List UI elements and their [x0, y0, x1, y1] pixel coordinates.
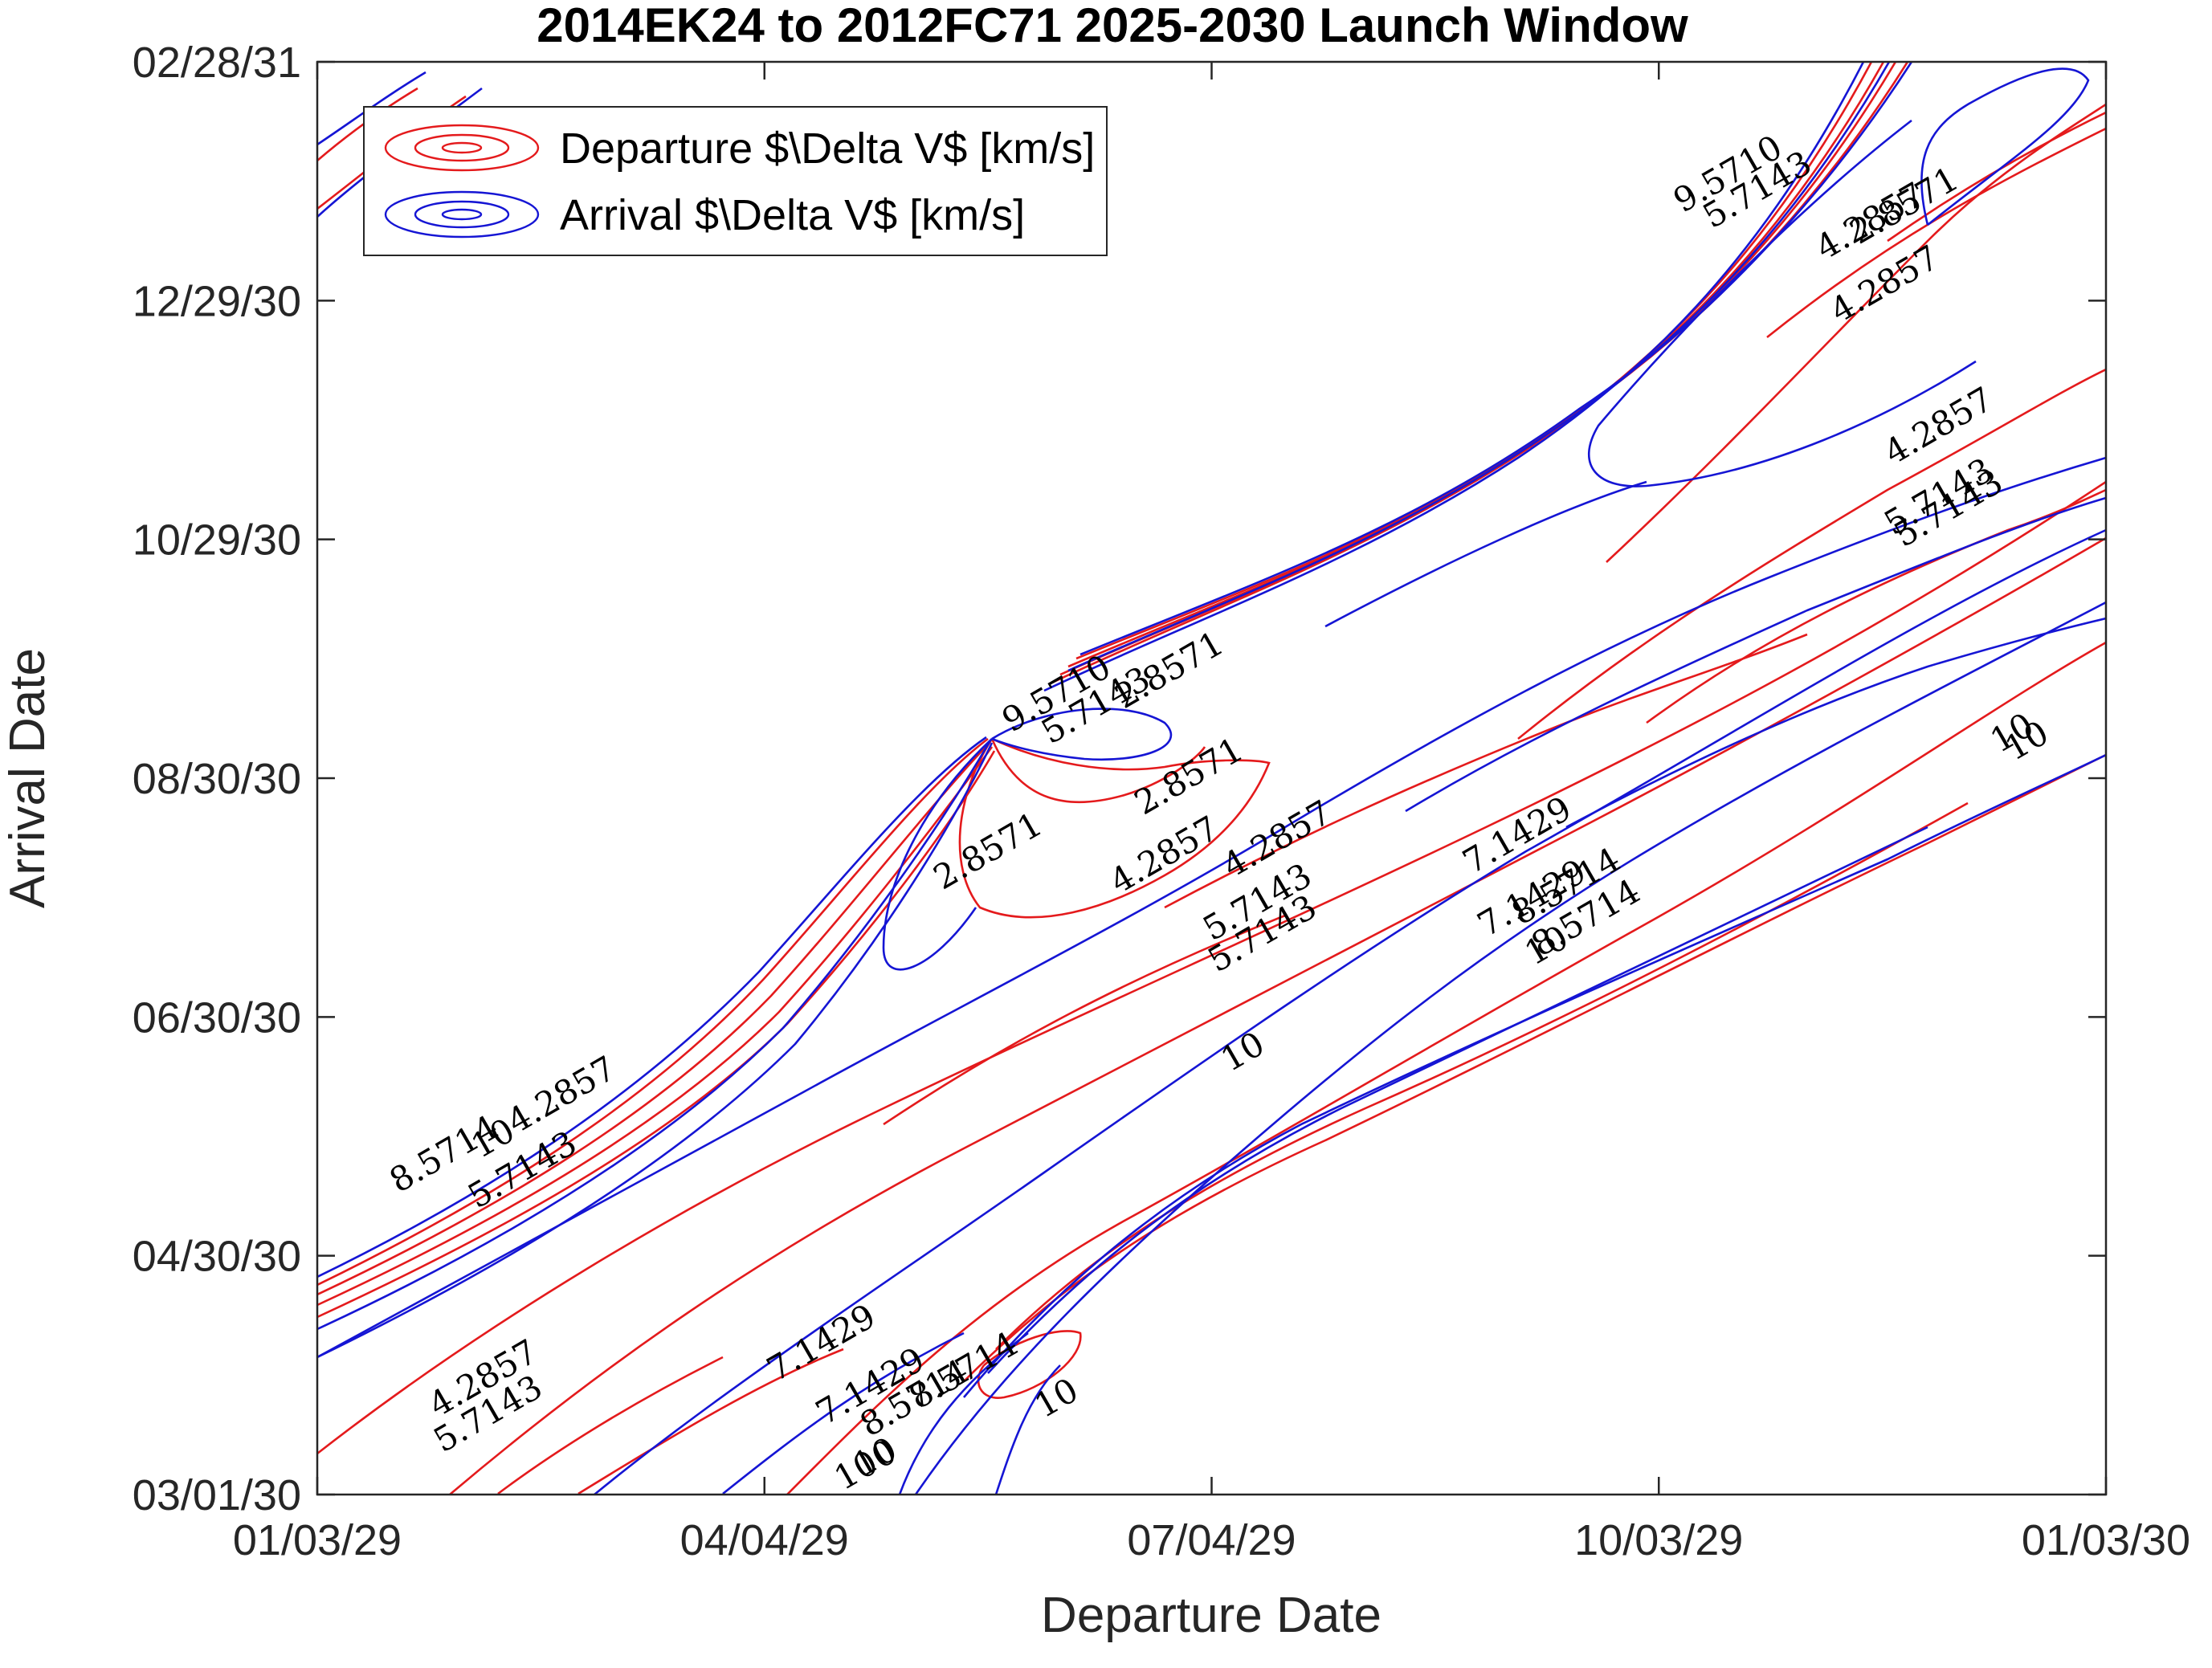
arrival-contour-line	[317, 736, 987, 1279]
y-tick-label: 06/30/30	[133, 993, 301, 1042]
departure-contour-line	[317, 737, 989, 1287]
departure-contour-line	[963, 753, 2106, 1382]
arrival-contour-line	[317, 742, 994, 1359]
arrival-contour-line	[317, 456, 2106, 1359]
y-axis: 03/01/30 04/30/30 06/30/30 08/30/30 10/29/30…	[133, 39, 2106, 1519]
arrival-contour-loop	[1588, 119, 1977, 487]
x-tick-label: 04/04/29	[680, 1516, 849, 1564]
arrival-contour-line	[1405, 496, 2106, 813]
departure-contour-line	[317, 87, 418, 161]
arrival-contour-loop	[882, 738, 993, 971]
departure-contour-loop	[958, 737, 1271, 919]
y-tick-label: 02/28/31	[133, 39, 301, 87]
arrival-contour-line	[1067, 62, 1891, 672]
x-tick-label: 10/03/29	[1574, 1516, 1743, 1564]
x-axis: 01/03/29 04/04/29 07/04/29 10/03/29 01/03/30	[233, 62, 2190, 1564]
legend-arrival-swatch	[384, 190, 540, 239]
y-tick-label: 04/30/30	[133, 1233, 301, 1281]
y-tick-label: 12/29/30	[133, 277, 301, 325]
arrival-contour-line	[317, 740, 992, 1331]
arrival-contour-line	[1565, 617, 2106, 829]
departure-contour-line	[317, 480, 2106, 1455]
departure-contour-line	[577, 1348, 844, 1495]
departure-contour-line	[1051, 62, 1873, 684]
arrival-contour-line	[898, 1332, 1029, 1495]
x-tick-label: 01/03/29	[233, 1516, 402, 1564]
arrival-contour-line	[722, 1332, 965, 1495]
arrival-contour-loop	[1920, 67, 2090, 226]
legend-departure-swatch	[384, 124, 540, 172]
y-axis-label: Arrival Date	[0, 648, 55, 908]
legend-box	[363, 106, 1108, 256]
y-tick-label: 10/29/30	[133, 516, 301, 565]
x-axis-label: Departure Date	[1041, 1588, 1381, 1643]
arrival-contour-line	[914, 601, 2106, 1495]
departure-contour-line	[1164, 633, 1808, 909]
departure-contour-line	[449, 536, 2106, 1495]
x-tick-label: 07/04/29	[1127, 1516, 1296, 1564]
legend-departure-label: Departure $\Delta V$ [km/s]	[560, 124, 1095, 173]
departure-contour-line	[497, 1356, 724, 1495]
y-tick-label: 03/01/30	[133, 1471, 301, 1519]
departure-contour-line	[1766, 127, 2106, 339]
x-tick-label: 01/03/30	[2022, 1516, 2190, 1564]
arrival-contour-line	[594, 528, 2106, 1495]
departure-contour-line	[1517, 368, 2106, 740]
departure-contour-line	[317, 742, 990, 1296]
y-tick-label: 08/30/30	[133, 755, 301, 803]
chart-title: 2014EK24 to 2012FC71 2025-2030 Launch Wi…	[537, 0, 1688, 52]
departure-contour-line	[883, 914, 1286, 1126]
arrival-contour-line	[1043, 62, 1865, 692]
arrival-contour-line	[1079, 62, 1913, 656]
departure-contour-line	[317, 746, 994, 1307]
legend: Departure $\Delta V$ [km/s] Arrival $\De…	[363, 106, 1108, 256]
legend-arrival-label: Arrival $\Delta V$ [km/s]	[560, 191, 1025, 239]
arrival-contour-line	[994, 1364, 1061, 1495]
plot-area	[317, 62, 2106, 1495]
arrival-contour-loop	[991, 708, 1172, 761]
arrival-contour-line	[987, 826, 1928, 1374]
arrival-contour-line	[1324, 480, 1647, 628]
departure-contour-line	[990, 738, 1206, 804]
departure-contour-loop	[977, 1330, 1082, 1399]
